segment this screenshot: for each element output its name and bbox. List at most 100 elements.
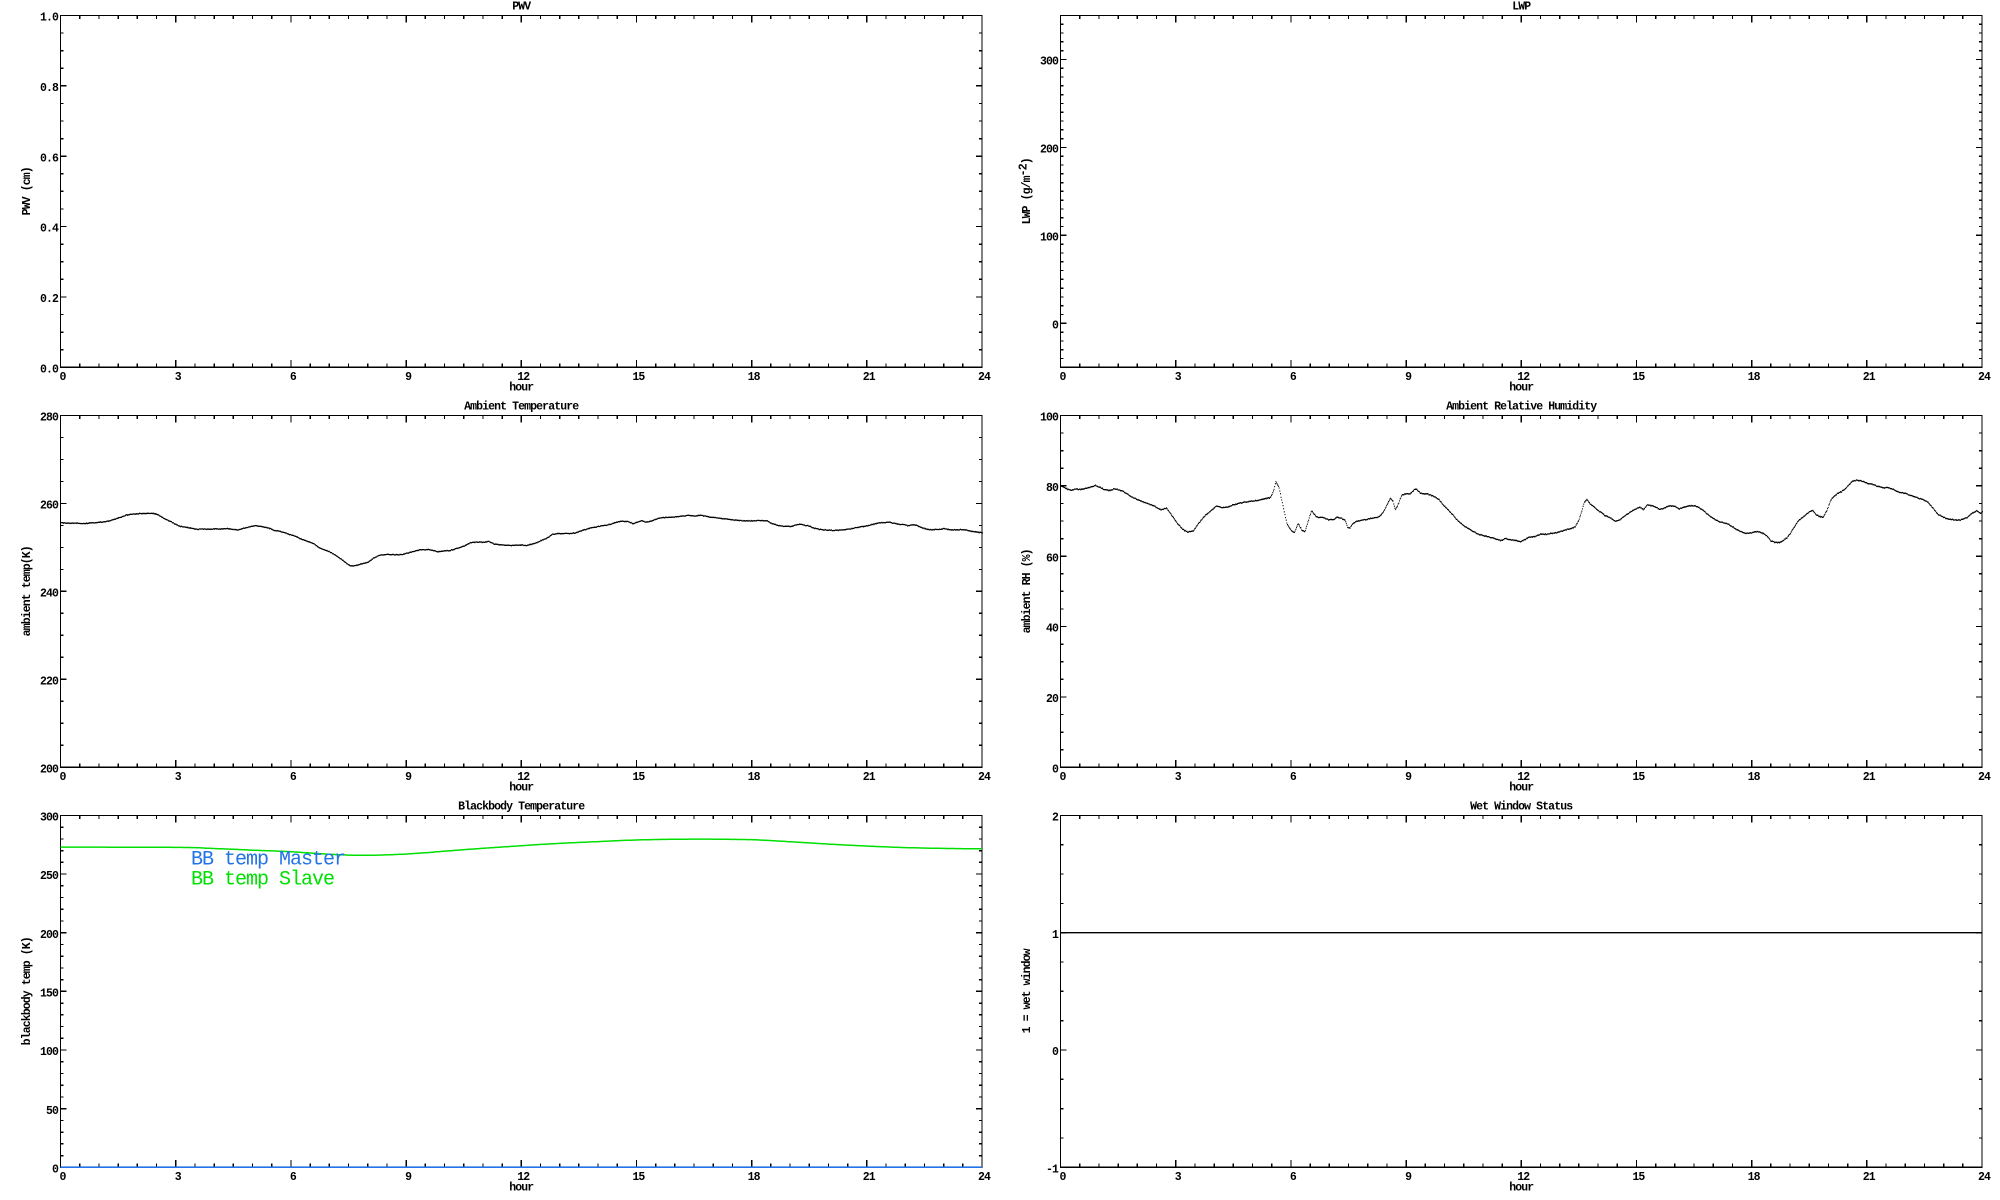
svg-text:0: 0 (59, 371, 66, 384)
svg-text:24: 24 (1978, 1171, 1991, 1184)
svg-text:6: 6 (290, 771, 297, 784)
svg-text:24: 24 (978, 371, 991, 384)
svg-text:21: 21 (1863, 371, 1876, 384)
svg-text:6: 6 (1290, 371, 1297, 384)
svg-text:15: 15 (1632, 771, 1645, 784)
svg-text:12: 12 (517, 771, 530, 784)
svg-text:1.0: 1.0 (40, 12, 59, 25)
svg-text:hour: hour (1509, 782, 1534, 795)
svg-text:LWP: LWP (1512, 1, 1531, 14)
svg-text:1 = wet window: 1 = wet window (1021, 948, 1034, 1033)
svg-text:0: 0 (1059, 371, 1066, 384)
svg-text:150: 150 (40, 988, 59, 1001)
svg-text:15: 15 (632, 771, 645, 784)
svg-text:0.4: 0.4 (40, 223, 59, 236)
svg-text:-1: -1 (1046, 1164, 1059, 1177)
svg-text:PWV (cm): PWV (cm) (21, 167, 34, 215)
svg-text:ambient RH (%): ambient RH (%) (1021, 549, 1034, 633)
svg-text:240: 240 (40, 588, 59, 601)
svg-text:Wet Window Status: Wet Window Status (1470, 801, 1573, 814)
svg-text:18: 18 (748, 371, 761, 384)
svg-text:15: 15 (632, 1171, 645, 1184)
svg-text:Ambient Relative Humidity: Ambient Relative Humidity (1446, 401, 1597, 414)
svg-text:0: 0 (1052, 320, 1059, 333)
svg-text:9: 9 (405, 771, 412, 784)
svg-text:0: 0 (59, 1171, 66, 1184)
svg-text:300: 300 (1040, 56, 1059, 69)
svg-text:0.2: 0.2 (40, 293, 59, 306)
svg-text:200: 200 (40, 929, 59, 942)
svg-text:50: 50 (46, 1105, 59, 1118)
svg-text:21: 21 (863, 771, 876, 784)
svg-text:9: 9 (1405, 1171, 1412, 1184)
svg-text:24: 24 (1978, 371, 1991, 384)
svg-text:80: 80 (1046, 482, 1059, 495)
svg-text:18: 18 (748, 1171, 761, 1184)
svg-text:300: 300 (40, 812, 59, 825)
svg-text:0.0: 0.0 (40, 364, 59, 377)
svg-text:260: 260 (40, 500, 59, 513)
svg-text:0: 0 (1052, 764, 1059, 777)
svg-text:6: 6 (290, 1171, 297, 1184)
svg-text:3: 3 (1175, 371, 1182, 384)
svg-text:9: 9 (1405, 371, 1412, 384)
svg-text:200: 200 (40, 764, 59, 777)
svg-text:200: 200 (1040, 144, 1059, 157)
svg-text:9: 9 (405, 1171, 412, 1184)
svg-text:12: 12 (517, 371, 530, 384)
svg-text:100: 100 (1040, 232, 1059, 245)
svg-text:100: 100 (1040, 412, 1059, 425)
svg-text:0: 0 (1052, 1046, 1059, 1059)
svg-text:280: 280 (40, 412, 59, 425)
svg-text:15: 15 (1632, 1171, 1645, 1184)
svg-text:40: 40 (1046, 623, 1059, 636)
svg-text:6: 6 (1290, 771, 1297, 784)
svg-text:0.8: 0.8 (40, 82, 59, 95)
svg-text:3: 3 (1175, 1171, 1182, 1184)
svg-text:LWP (g/m-2): LWP (g/m-2) (1018, 158, 1035, 224)
svg-text:220: 220 (40, 676, 59, 689)
svg-text:0.6: 0.6 (40, 152, 59, 165)
svg-text:1: 1 (1052, 929, 1059, 942)
svg-text:18: 18 (1748, 771, 1761, 784)
svg-text:6: 6 (1290, 1171, 1297, 1184)
svg-text:21: 21 (1863, 771, 1876, 784)
svg-text:Blackbody Temperature: Blackbody Temperature (458, 801, 585, 814)
svg-text:24: 24 (978, 771, 991, 784)
svg-text:3: 3 (1175, 771, 1182, 784)
svg-text:21: 21 (1863, 1171, 1876, 1184)
svg-text:250: 250 (40, 870, 59, 883)
svg-text:0: 0 (1059, 771, 1066, 784)
svg-text:hour: hour (1509, 382, 1534, 395)
svg-text:100: 100 (40, 1046, 59, 1059)
svg-text:hour: hour (509, 1182, 534, 1195)
svg-text:hour: hour (509, 382, 534, 395)
svg-text:PWV: PWV (512, 1, 531, 14)
svg-text:6: 6 (290, 371, 297, 384)
svg-text:18: 18 (1748, 1171, 1761, 1184)
svg-text:9: 9 (1405, 771, 1412, 784)
svg-text:18: 18 (1748, 371, 1761, 384)
svg-text:Ambient Temperature: Ambient Temperature (464, 401, 579, 414)
svg-text:24: 24 (1978, 771, 1991, 784)
svg-text:21: 21 (863, 371, 876, 384)
svg-text:ambient temp(K): ambient temp(K) (21, 546, 34, 636)
svg-text:60: 60 (1046, 552, 1059, 565)
svg-text:2: 2 (1052, 812, 1059, 825)
svg-text:15: 15 (632, 371, 645, 384)
svg-text:9: 9 (405, 371, 412, 384)
svg-text:BB temp Master: BB temp Master (191, 849, 345, 872)
svg-text:12: 12 (1517, 371, 1530, 384)
svg-text:0: 0 (1059, 1171, 1066, 1184)
svg-text:blackbody temp (K): blackbody temp (K) (21, 937, 34, 1045)
svg-text:20: 20 (1046, 693, 1059, 706)
svg-text:12: 12 (517, 1171, 530, 1184)
svg-text:0: 0 (52, 1164, 59, 1177)
svg-text:15: 15 (1632, 371, 1645, 384)
svg-text:BB temp Slave: BB temp Slave (191, 869, 334, 892)
svg-text:21: 21 (863, 1171, 876, 1184)
svg-text:12: 12 (1517, 1171, 1530, 1184)
svg-text:18: 18 (748, 771, 761, 784)
svg-text:12: 12 (1517, 771, 1530, 784)
svg-text:24: 24 (978, 1171, 991, 1184)
